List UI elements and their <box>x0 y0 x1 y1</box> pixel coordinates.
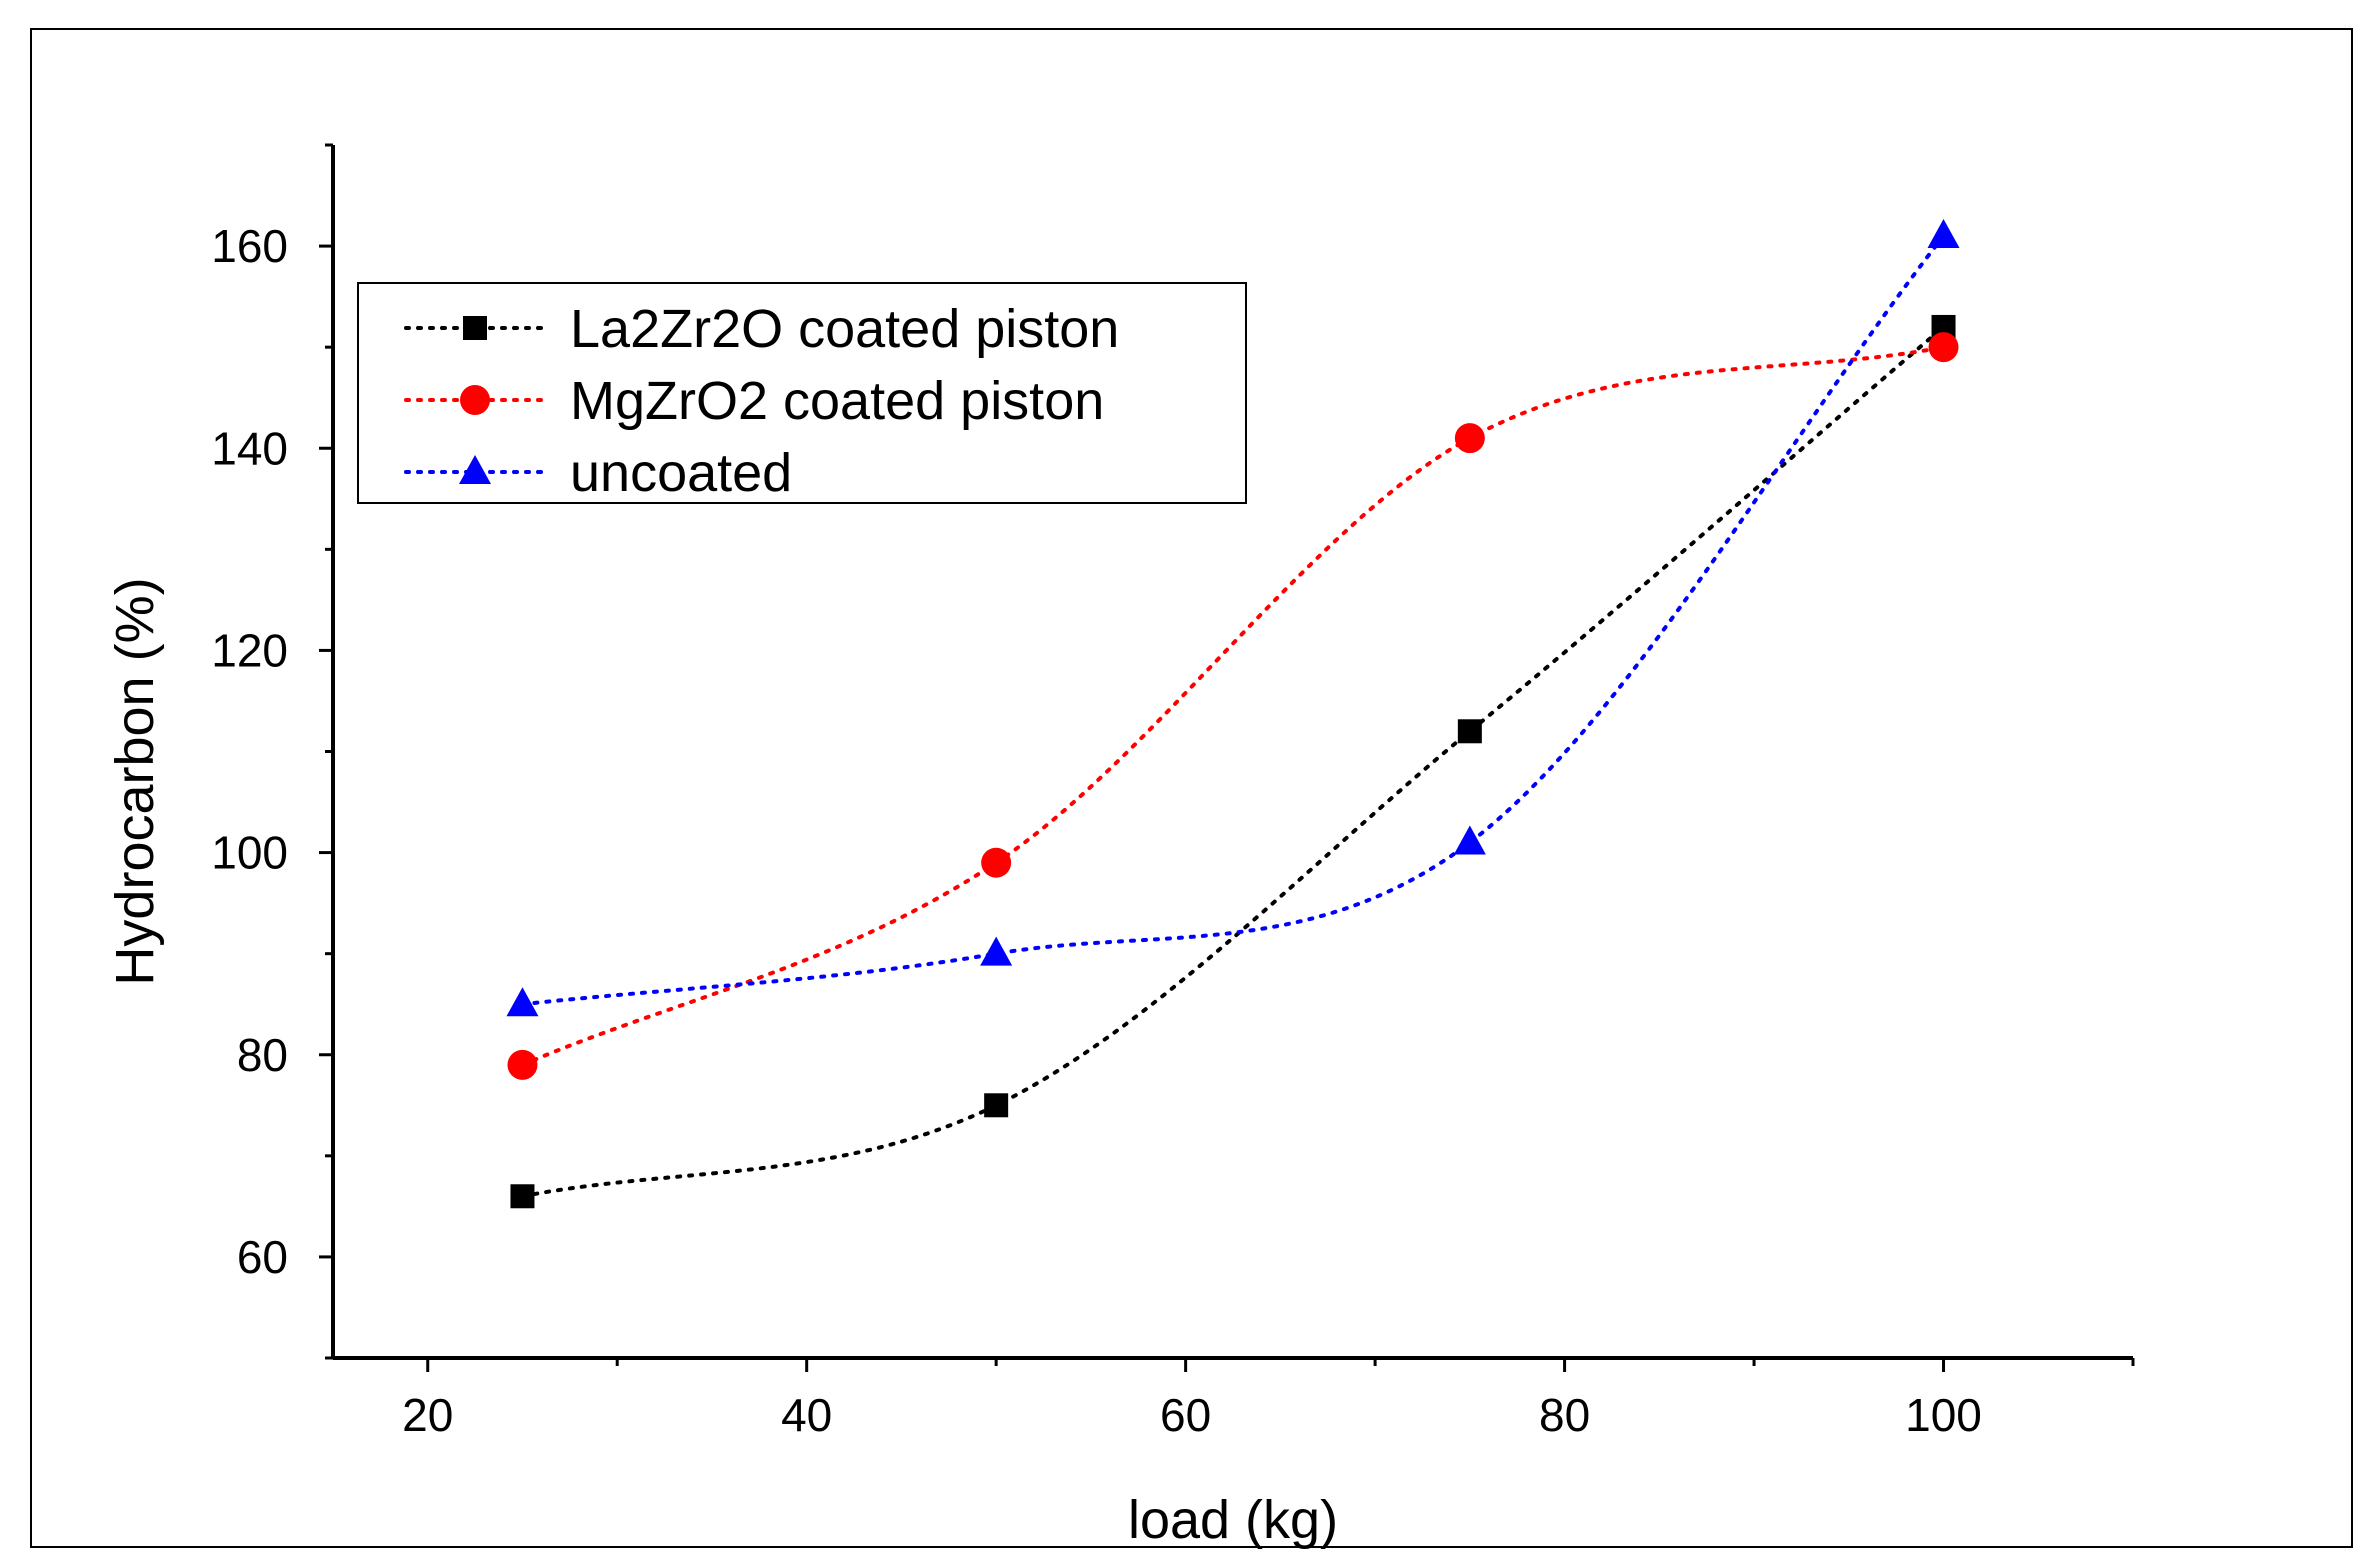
data-point-series-2 <box>1454 423 1485 454</box>
data-point-series-1 <box>984 1093 1009 1118</box>
series-markers <box>506 218 1960 1209</box>
x-tick-label: 40 <box>781 1389 832 1441</box>
x-tick-label: 80 <box>1539 1389 1590 1441</box>
data-point-series-3 <box>506 987 539 1017</box>
x-tick-label: 20 <box>402 1389 453 1441</box>
series-curve-3 <box>520 233 1946 1007</box>
data-point-series-3 <box>1453 825 1486 855</box>
legend-marker <box>460 385 490 415</box>
y-tick-label: 60 <box>237 1231 288 1283</box>
data-point-series-3 <box>980 936 1013 966</box>
series-curve-2 <box>520 345 1946 1067</box>
figure-frame <box>30 28 2353 1548</box>
legend-marker <box>463 316 487 340</box>
y-tick-label: 100 <box>211 827 288 879</box>
legend-label: La2Zr2O coated piston <box>570 299 1119 359</box>
data-point-series-1 <box>510 1184 535 1209</box>
series-curve-1 <box>520 324 1946 1199</box>
series-curves <box>520 233 1946 1199</box>
y-axis-title: Hydrocarbon (%) <box>105 577 165 985</box>
x-axis-title: load (kg) <box>1128 1490 1338 1550</box>
y-tick-label: 140 <box>211 422 288 474</box>
legend-box <box>357 282 1247 504</box>
y-tick-label: 160 <box>211 220 288 272</box>
legend: La2Zr2O coated piston MgZrO2 coated pisto… <box>357 282 1247 504</box>
x-tick-label: 100 <box>1905 1389 1982 1441</box>
data-point-series-2 <box>981 847 1012 878</box>
legend-label: MgZrO2 coated piston <box>570 371 1104 431</box>
x-tick-label: 60 <box>1160 1389 1211 1441</box>
y-tick-label: 120 <box>211 624 288 676</box>
axes: 20 40 60 80 100 60 80 100 120 140 160 <box>211 143 2135 1441</box>
data-point-series-2 <box>507 1049 538 1080</box>
y-tick-label: 80 <box>237 1029 288 1081</box>
legend-label: uncoated <box>570 443 792 503</box>
data-point-series-1 <box>1457 719 1482 744</box>
data-point-series-2 <box>1928 332 1959 363</box>
data-point-series-3 <box>1927 218 1960 248</box>
legend-marker <box>459 455 491 484</box>
